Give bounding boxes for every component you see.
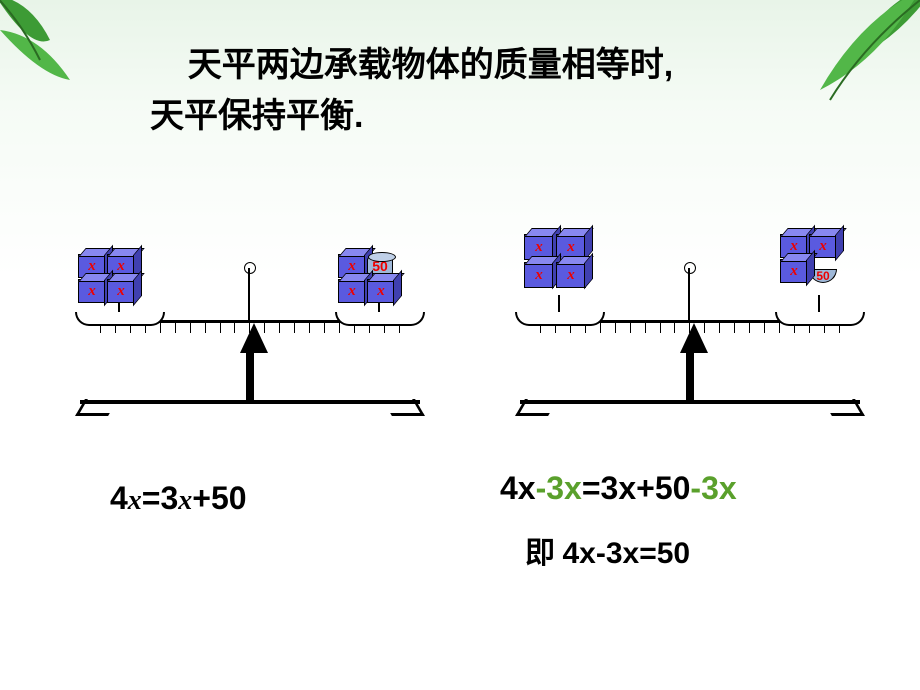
- title-text: 天平两边承载物体的质量相等时, 天平保持平衡.: [150, 40, 850, 142]
- cube-x: x: [556, 262, 586, 288]
- pan-left: [515, 312, 605, 326]
- eq-part: =3x+50: [582, 470, 691, 506]
- scale-column: [246, 350, 254, 402]
- eq-part-green: -3x: [690, 470, 736, 506]
- pan-right: [775, 312, 865, 326]
- leaf-decoration-top-left: [0, 0, 110, 90]
- cube-x: x: [338, 279, 366, 303]
- scale-base: [80, 400, 420, 404]
- cube-x: x: [780, 259, 808, 283]
- right-scale-right-load: x x x 50: [780, 234, 837, 283]
- cube-x: x: [367, 279, 395, 303]
- scale-column: [686, 350, 694, 402]
- left-scale-left-load: x x x x: [78, 254, 135, 303]
- eq-part: 4x: [500, 470, 536, 506]
- result-prefix: 即: [525, 537, 563, 570]
- scale-pointer: [248, 268, 250, 323]
- eq-part-green: -3x: [536, 470, 582, 506]
- balance-scales-area: x x x x x 50 x x x x x x: [0, 210, 920, 460]
- scale-pointer: [688, 268, 690, 323]
- scale-fulcrum: [240, 323, 268, 353]
- pan-left: [75, 312, 165, 326]
- left-scale-right-load: x 50 x x: [338, 254, 395, 303]
- pan-right: [335, 312, 425, 326]
- equation-left: 4x=3x+50: [110, 480, 247, 517]
- equation-right-step: 4x-3x=3x+50-3x: [500, 470, 737, 507]
- cube-x: x: [524, 262, 554, 288]
- right-scale-left-load: x x x x: [524, 234, 586, 288]
- scale-fulcrum: [680, 323, 708, 353]
- cube-x: x: [78, 279, 106, 303]
- balance-scale-left: x x x x x 50 x x: [60, 210, 440, 440]
- scale-base: [520, 400, 860, 404]
- result-eq: 4x-3x=50: [563, 537, 691, 570]
- cube-x: x: [107, 279, 135, 303]
- balance-scale-right: x x x x x x x 50: [500, 210, 880, 440]
- equation-right-result: 即 4x-3x=50: [525, 528, 690, 572]
- title-line-2: 天平保持平衡.: [150, 97, 363, 135]
- title-line-1: 天平两边承载物体的质量相等时,: [188, 46, 673, 84]
